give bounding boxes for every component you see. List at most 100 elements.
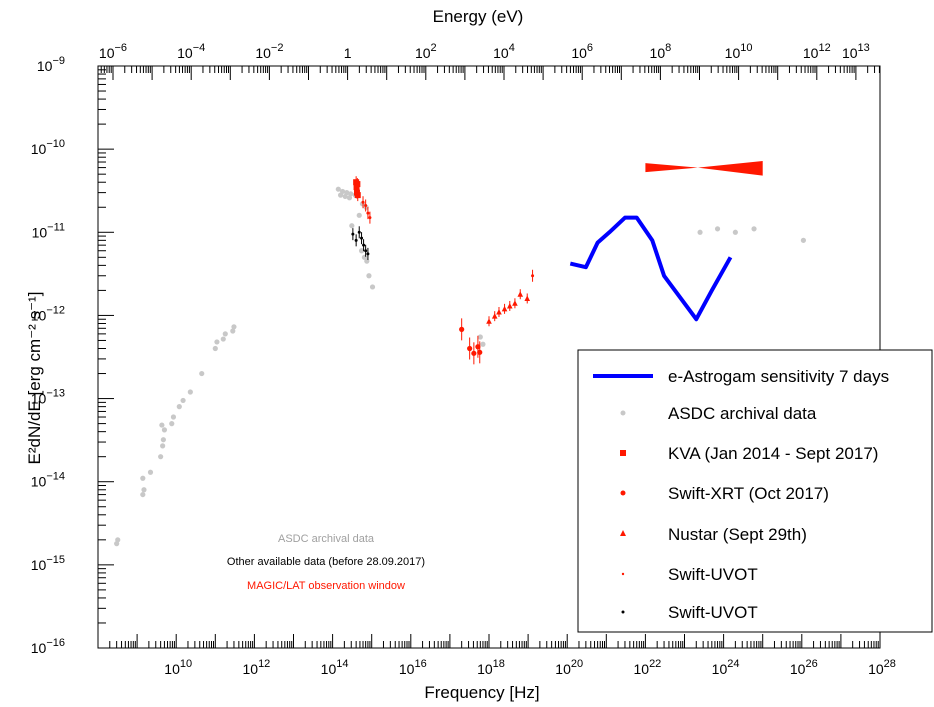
top-tick-label: 10−2 [255, 42, 283, 61]
point-nustar-sept-29th [512, 300, 518, 306]
y-axis-ticks: 10−16 10−15 10−14 10−13 10−12 10−11 10−10 10−9 [31, 55, 114, 656]
point-asdc-archival-data [231, 324, 237, 330]
top-tick-label: 102 [415, 42, 437, 61]
point-asdc-archival-data [348, 191, 354, 197]
x-tick-label: 1028 [868, 658, 896, 677]
point-asdc-archival-data [337, 192, 344, 198]
point-asdc-archival-data [335, 186, 341, 192]
point-asdc-archival-data [140, 475, 146, 481]
x-tick-label: 1024 [712, 658, 740, 677]
point-nustar-sept-29th [501, 305, 508, 312]
point-asdc-archival-data [170, 414, 177, 420]
legend-label-swift-uvot-red: Swift-UVOT [668, 565, 758, 584]
annotation-group: ASDC archival data Other available data … [227, 533, 425, 592]
legend-swatch-kva [620, 450, 626, 456]
point-swift-uvot [364, 203, 368, 207]
annotation-magic-lat: MAGIC/LAT observation window [247, 580, 405, 592]
top-energy-axis-ticks: 10−6 10−4 10−2 1 102 104 106 108 1010 1012 1013 [99, 42, 880, 80]
point-nustar-sept-29th [496, 308, 502, 315]
point-asdc-archival-data [180, 397, 186, 404]
bowtie-right-wing [697, 161, 763, 176]
point-nustar-sept-29th [506, 302, 513, 309]
point-asdc-archival-data [369, 284, 376, 290]
point-asdc-archival-data [342, 193, 348, 200]
point-asdc-archival-data [141, 487, 147, 493]
point-kva-jan-2014-sept-2017 [354, 192, 361, 199]
top-axis-title: Energy (eV) [433, 7, 524, 26]
top-tick-label: 1010 [725, 42, 753, 61]
x-tick-label: 1026 [790, 658, 818, 677]
point-asdc-archival-data [364, 258, 370, 264]
point-asdc-archival-data [800, 237, 807, 243]
x-tick-label: 1020 [555, 658, 583, 677]
point-swift-uvot [354, 238, 358, 242]
legend-swatch-swift-xrt [620, 490, 626, 496]
point-asdc-archival-data [140, 491, 146, 498]
point-asdc-archival-data [346, 195, 353, 201]
legend-label-swift-uvot-black: Swift-UVOT [668, 603, 758, 622]
point-asdc-archival-data [230, 328, 236, 334]
y-tick-label: 10−13 [31, 388, 65, 407]
y-tick-label: 10−15 [31, 554, 65, 573]
point-swift-uvot [357, 230, 361, 234]
point-nustar-sept-29th [524, 295, 531, 301]
series-line-e-astrogam-sensitivity-7-days [569, 215, 733, 322]
annotation-asdc: ASDC archival data [278, 533, 375, 545]
data-layer [114, 161, 807, 547]
point-swift-xrt-oct-2017 [477, 349, 483, 355]
point-swift-uvot [531, 274, 535, 278]
point-swift-uvot [366, 211, 370, 215]
point-asdc-archival-data [160, 443, 166, 449]
legend: e-Astrogam sensitivity 7 days ASDC archi… [577, 349, 933, 633]
point-nustar-sept-29th [491, 313, 498, 319]
top-tick-label: 1012 [803, 42, 831, 61]
point-asdc-archival-data [176, 404, 182, 410]
legend-label-nustar: Nustar (Sept 29th) [668, 525, 807, 544]
point-nustar-sept-29th [486, 318, 492, 324]
legend-label-swift-xrt: Swift-XRT (Oct 2017) [668, 484, 829, 503]
y-tick-label: 10−14 [31, 471, 65, 490]
point-asdc-archival-data [358, 248, 365, 254]
point-nustar-sept-29th [517, 291, 524, 297]
point-asdc-archival-data [169, 420, 175, 427]
top-tick-label: 1013 [842, 42, 870, 61]
point-swift-uvot [362, 243, 366, 247]
point-kva-jan-2014-sept-2017 [354, 181, 361, 188]
point-swift-uvot [368, 216, 372, 220]
y-tick-label: 10−9 [37, 55, 65, 74]
legend-label-e-astrogam: e-Astrogam sensitivity 7 days [668, 367, 889, 386]
point-asdc-archival-data [366, 273, 372, 279]
y-tick-label: 10−10 [31, 138, 65, 157]
point-asdc-archival-data [187, 389, 193, 395]
top-tick-label: 106 [571, 42, 593, 61]
point-asdc-archival-data [160, 437, 166, 443]
point-swift-xrt-oct-2017 [475, 344, 481, 350]
point-swift-uvot [366, 252, 370, 256]
x-tick-label: 1022 [633, 658, 661, 677]
legend-box [577, 349, 933, 633]
x-tick-label: 1018 [477, 658, 505, 677]
point-swift-uvot [351, 232, 355, 236]
point-asdc-archival-data [158, 454, 164, 460]
point-asdc-archival-data [115, 537, 121, 543]
point-asdc-archival-data [356, 212, 362, 218]
point-asdc-archival-data [480, 341, 486, 347]
point-asdc-archival-data [212, 345, 218, 352]
point-asdc-archival-data [159, 422, 165, 428]
legend-swatch-swift-uvot-black [621, 610, 625, 614]
top-tick-label: 104 [493, 42, 515, 61]
legend-label-asdc: ASDC archival data [668, 404, 817, 423]
point-asdc-archival-data [732, 229, 738, 235]
legend-swatch-swift-uvot-red [621, 572, 625, 576]
x-axis-ticks: 1010 1012 1014 1016 1018 1020 1022 1024 1026 1028 [97, 634, 896, 677]
point-asdc-archival-data [349, 223, 355, 229]
annotation-other-data: Other available data (before 28.09.2017) [227, 556, 425, 568]
point-asdc-archival-data [477, 334, 483, 340]
x-axis-title: Frequency [Hz] [424, 683, 539, 702]
y-tick-label: 10−11 [32, 221, 65, 240]
x-tick-label: 1014 [321, 658, 349, 677]
point-asdc-archival-data [751, 226, 757, 232]
point-asdc-archival-data [697, 229, 703, 235]
bowtie-left-wing [645, 163, 698, 173]
